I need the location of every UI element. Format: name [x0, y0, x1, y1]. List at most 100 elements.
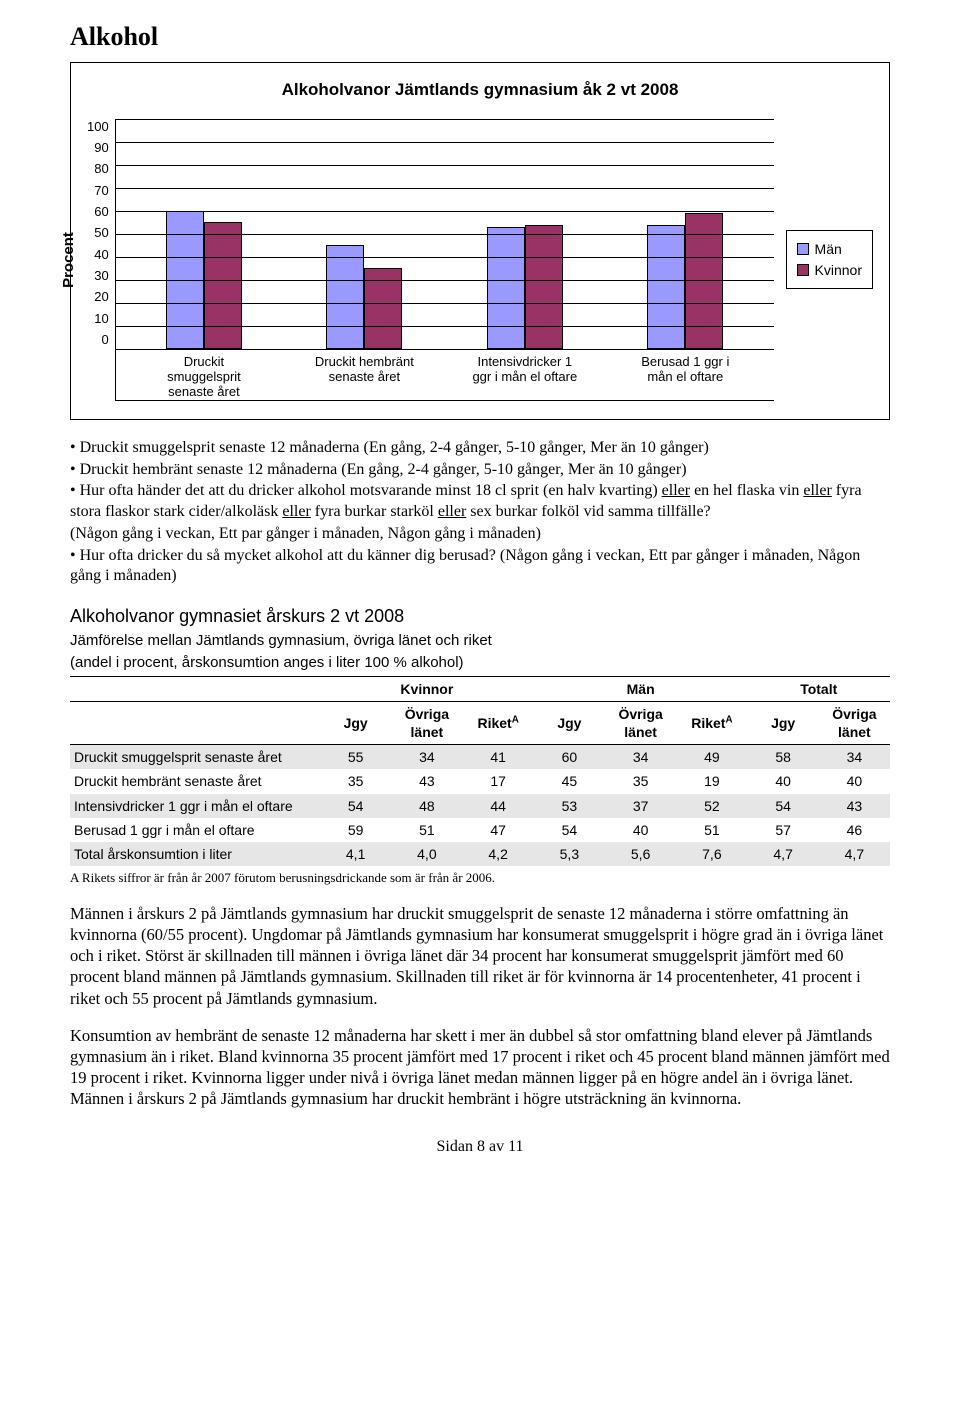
grid-line [116, 280, 774, 281]
table-heading: Alkoholvanor gymnasiet årskurs 2 vt 2008 [70, 605, 890, 628]
grid-line [116, 326, 774, 327]
table-sub1: Jämförelse mellan Jämtlands gymnasium, ö… [70, 631, 890, 651]
table-cell: 53 [534, 794, 605, 818]
table-cell: 49 [676, 745, 747, 770]
grid-line [116, 188, 774, 189]
bar [647, 225, 685, 349]
chart-body: Procent 1009080706050403020100 Druckitsm… [81, 119, 879, 401]
table-cell: 35 [320, 769, 391, 793]
table-cell: 54 [748, 794, 819, 818]
grid-line [116, 165, 774, 166]
table-cell: 4,7 [748, 842, 819, 866]
y-tick: 100 [87, 119, 109, 136]
table-cell: 34 [605, 745, 676, 770]
hdr-totalt: Totalt [748, 676, 891, 701]
table-cell: 5,6 [605, 842, 676, 866]
legend-item: Kvinnor [797, 261, 862, 279]
legend-item: Män [797, 240, 862, 258]
x-label: Druckit hembräntsenaste året [284, 355, 444, 400]
y-tick: 10 [94, 311, 108, 328]
paragraph-1: Männen i årskurs 2 på Jämtlands gymnasiu… [70, 903, 890, 1009]
legend-label: Män [815, 240, 842, 258]
row-label: Total årskonsumtion i liter [70, 842, 320, 866]
y-tick: 30 [94, 268, 108, 285]
row-label: Druckit hembränt senaste året [70, 769, 320, 793]
table-row: Intensivdricker 1 ggr i mån el oftare544… [70, 794, 890, 818]
bullet-3-m1: en hel flaska vin [690, 482, 803, 499]
grid-line [116, 303, 774, 304]
table-cell: 34 [391, 745, 462, 770]
table-header-groups: Kvinnor Män Totalt [70, 676, 890, 701]
bullet-3-u1: eller [662, 482, 690, 499]
table-cell: 43 [391, 769, 462, 793]
table-cell: 37 [605, 794, 676, 818]
bullet-1: • Druckit smuggelsprit senaste 12 månade… [70, 438, 890, 459]
table-footnote: A Rikets siffror är från år 2007 förutom… [70, 870, 890, 887]
sub-t-jgy: Jgy [748, 701, 819, 744]
table-cell: 60 [534, 745, 605, 770]
bar [326, 245, 364, 349]
table-cell: 58 [748, 745, 819, 770]
grid-line [116, 349, 774, 350]
table-cell: 55 [320, 745, 391, 770]
chart-legend: Män Kvinnor [786, 230, 873, 289]
bullet-5: • Hur ofta dricker du så mycket alkohol … [70, 546, 890, 588]
chart-plot: Druckitsmuggelspritsenaste åretDruckit h… [115, 119, 774, 401]
sub-kv-ovriga: Övriga länet [391, 701, 462, 744]
table-cell: 5,3 [534, 842, 605, 866]
table-cell: 47 [463, 818, 534, 842]
table-cell: 51 [676, 818, 747, 842]
bullet-4: (Någon gång i veckan, Ett par gånger i m… [70, 524, 890, 545]
row-label: Berusad 1 ggr i mån el oftare [70, 818, 320, 842]
table-row: Berusad 1 ggr i mån el oftare59514754405… [70, 818, 890, 842]
table-cell: 4,0 [391, 842, 462, 866]
sub-kv-jgy: Jgy [320, 701, 391, 744]
bar [204, 222, 242, 349]
table-cell: 40 [605, 818, 676, 842]
y-tick: 0 [101, 332, 108, 349]
bullet-3-text: • Hur ofta händer det att du dricker alk… [70, 482, 662, 499]
row-label: Druckit smuggelsprit senaste året [70, 745, 320, 770]
bullet-3-post: sex burkar folköl vid samma tillfälle? [466, 503, 710, 520]
sub-t-ovriga: Övriga länet [819, 701, 890, 744]
table-cell: 52 [676, 794, 747, 818]
table-row: Total årskonsumtion i liter4,14,04,25,35… [70, 842, 890, 866]
table-sub2: (andel i procent, årskonsumtion anges i … [70, 653, 890, 673]
bar-group [445, 225, 605, 349]
y-axis: Procent 1009080706050403020100 [87, 119, 115, 401]
table-body: Druckit smuggelsprit senaste året5534416… [70, 745, 890, 866]
grid-line [116, 142, 774, 143]
x-labels: Druckitsmuggelspritsenaste åretDruckit h… [116, 349, 774, 400]
grid-line [116, 119, 774, 120]
y-tick: 40 [94, 247, 108, 264]
table-cell: 7,6 [676, 842, 747, 866]
bullet-3-u2: eller [803, 482, 831, 499]
grid-line [116, 234, 774, 235]
table-cell: 46 [819, 818, 890, 842]
y-tick: 20 [94, 289, 108, 306]
y-ticks: 1009080706050403020100 [87, 119, 109, 349]
y-tick: 60 [94, 204, 108, 221]
y-tick: 50 [94, 225, 108, 242]
table-header-sub: Jgy Övriga länet RiketA Jgy Övriga länet… [70, 701, 890, 744]
bar-group [284, 245, 444, 349]
table-cell: 4,1 [320, 842, 391, 866]
table-cell: 51 [391, 818, 462, 842]
bullets-block: • Druckit smuggelsprit senaste 12 månade… [70, 438, 890, 588]
table-cell: 54 [320, 794, 391, 818]
y-axis-label: Procent [59, 232, 79, 288]
table-cell: 34 [819, 745, 890, 770]
table-cell: 44 [463, 794, 534, 818]
bullet-3-u3: eller [282, 503, 310, 520]
table-cell: 4,7 [819, 842, 890, 866]
table-cell: 41 [463, 745, 534, 770]
x-label: Berusad 1 ggr imån el oftare [605, 355, 765, 400]
bar [525, 225, 563, 349]
page-footer: Sidan 8 av 11 [70, 1137, 890, 1158]
x-label: Intensivdricker 1ggr i mån el oftare [445, 355, 605, 400]
chart-title: Alkoholvanor Jämtlands gymnasium åk 2 vt… [81, 79, 879, 101]
hdr-man: Män [534, 676, 748, 701]
table-cell: 43 [819, 794, 890, 818]
paragraph-2: Konsumtion av hembränt de senaste 12 mån… [70, 1025, 890, 1109]
table-cell: 40 [748, 769, 819, 793]
